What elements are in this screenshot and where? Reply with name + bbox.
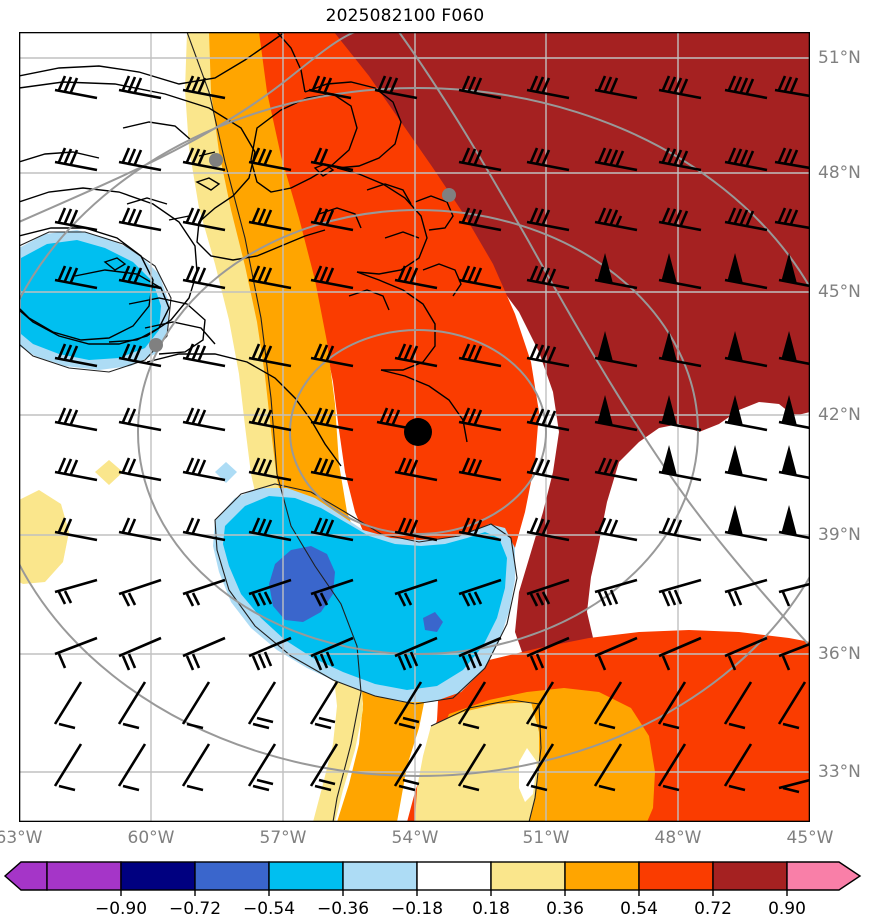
wind-barb-row-7 <box>54 444 810 482</box>
figure-title: 2025082100 F060 <box>325 6 485 26</box>
contour-fill-paleyellow-westedge <box>19 490 69 584</box>
colorbar-tick-label: 0.90 <box>768 899 806 919</box>
colorbar-segment[interactable] <box>638 861 714 891</box>
colorbar[interactable]: −0.90 −0.72 −0.54 −0.36 −0.18 0.18 0.36 … <box>0 855 881 924</box>
y-tick-label: 36°N <box>818 644 861 664</box>
colorbar-tick-label: −0.90 <box>94 899 148 919</box>
colorbar-segment[interactable] <box>268 861 344 891</box>
wind-barb-row-10 <box>54 636 810 671</box>
y-tick-label: 45°N <box>818 282 861 302</box>
contour-fill-royalblue-speck <box>423 612 443 632</box>
wind-barb-row-4 <box>54 252 810 290</box>
colorbar-segment[interactable] <box>46 861 122 891</box>
y-tick-label: 39°N <box>818 525 861 545</box>
range-ring-middle <box>137 209 699 655</box>
colorbar-tick-label: 0.36 <box>546 899 584 919</box>
y-tick-label: 42°N <box>818 405 861 425</box>
colorbar-segment[interactable] <box>342 861 418 891</box>
colorbar-ticks <box>120 890 788 896</box>
colorbar-segments <box>3 861 862 891</box>
y-tick-label: 33°N <box>818 762 861 782</box>
colorbar-tick-label: 0.18 <box>472 899 510 919</box>
storm-center-marker[interactable] <box>404 418 432 446</box>
storm-track-path-east <box>398 32 810 647</box>
y-tick-label: 48°N <box>818 163 861 183</box>
colorbar-segment[interactable] <box>490 861 566 891</box>
contour-fill-cyan-s <box>223 496 507 690</box>
track-point-marker[interactable] <box>442 188 456 202</box>
map-svg <box>19 32 810 822</box>
contour-fill-paleyellow-diamond <box>95 460 123 485</box>
wind-barb-row-3 <box>54 207 810 232</box>
x-tick-label: 48°W <box>654 828 702 848</box>
storm-track-layer <box>19 32 810 647</box>
x-tick-label: 45°W <box>786 828 834 848</box>
wind-barb-row-11 <box>53 681 807 730</box>
x-tick-label: 60°W <box>127 828 175 848</box>
colorbar-extend-min[interactable] <box>3 861 48 891</box>
x-tick-label: 57°W <box>259 828 307 848</box>
colorbar-tick-label: 0.54 <box>620 899 658 919</box>
wind-barb-row-2 <box>54 147 810 172</box>
colorbar-tick-label: −0.54 <box>242 899 296 919</box>
contour-line-layer <box>19 32 542 822</box>
contour-fill-layer <box>19 32 810 822</box>
storm-track-path-north <box>19 32 356 223</box>
contour-fill-darkred <box>289 32 810 822</box>
range-ring-outer <box>19 87 810 777</box>
wind-barb-row-8 <box>54 504 810 542</box>
coastline-layer <box>19 32 468 467</box>
track-point-layer[interactable] <box>149 153 456 352</box>
colorbar-tick-label: −0.36 <box>316 899 370 919</box>
contour-fill-lightblue-diamond <box>215 462 237 483</box>
colorbar-segment[interactable] <box>120 861 196 891</box>
x-tick-label: 63°W <box>0 828 43 848</box>
plot-frame <box>19 32 810 822</box>
y-tick-label: 51°N <box>818 48 861 68</box>
wind-barb-row-6 <box>54 394 810 432</box>
colorbar-tick-label: −0.18 <box>390 899 444 919</box>
wind-barb-row-9 <box>54 578 810 607</box>
range-ring-inner <box>289 329 547 535</box>
track-point-marker[interactable] <box>209 153 223 167</box>
map-plot-area[interactable] <box>19 32 810 822</box>
wind-barb-layer <box>53 75 810 794</box>
colorbar-extend-max[interactable] <box>786 861 862 891</box>
contour-fill-paleyellow-south <box>415 702 539 822</box>
wind-barb-row-1 <box>54 75 810 100</box>
contour-fill-white-hole <box>519 748 537 802</box>
range-ring-layer <box>19 87 810 777</box>
colorbar-segment[interactable] <box>416 861 492 891</box>
colorbar-segment[interactable] <box>712 861 788 891</box>
colorbar-svg <box>3 861 862 896</box>
track-point-marker[interactable] <box>149 338 163 352</box>
wind-barb-row-12 <box>53 743 810 794</box>
colorbar-segment[interactable] <box>564 861 640 891</box>
colorbar-tick-label: −0.72 <box>168 899 222 919</box>
wind-barb-row-5 <box>54 330 810 368</box>
colorbar-segment[interactable] <box>194 861 270 891</box>
x-tick-label: 54°W <box>391 828 439 848</box>
colorbar-tick-label: 0.72 <box>694 899 732 919</box>
x-tick-label: 51°W <box>522 828 570 848</box>
